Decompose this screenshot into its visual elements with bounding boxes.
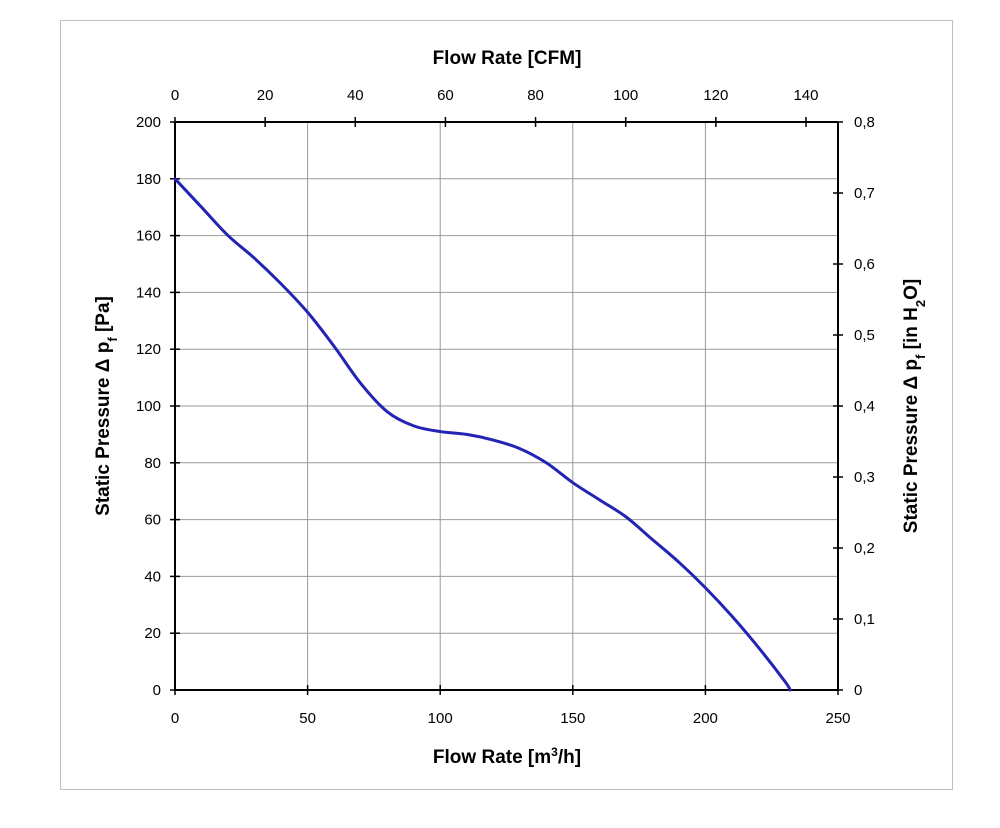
- x-tick-label: 200: [693, 710, 718, 727]
- axis-title-part: 2: [913, 300, 928, 307]
- x-axis-title: Flow Rate [m3/h]: [433, 745, 581, 768]
- y-tick-label: 140: [136, 284, 161, 301]
- y2-axis-title: Static Pressure Δ pf [in H2O]: [901, 279, 928, 533]
- axis-title-part: [Pa]: [93, 296, 114, 337]
- axis-title-part: Static Pressure Δ p: [901, 359, 922, 533]
- x2-tick-label: 100: [613, 87, 638, 104]
- y-tick-label: 200: [136, 114, 161, 131]
- axis-title-part: Flow Rate [m: [433, 747, 551, 768]
- x-tick-label: 50: [299, 710, 316, 727]
- y-tick-label: 40: [144, 568, 161, 585]
- x-tick-label: 0: [171, 710, 179, 727]
- x2-tick-label: 140: [793, 87, 818, 104]
- y2-tick-label: 0,1: [854, 611, 875, 628]
- x2-tick-label: 80: [527, 87, 544, 104]
- y-tick-label: 20: [144, 625, 161, 642]
- axis-title-part: 3: [551, 745, 558, 759]
- y2-tick-label: 0,7: [854, 185, 875, 202]
- y2-tick-label: 0,6: [854, 256, 875, 273]
- axis-title-part: O]: [901, 279, 922, 300]
- y2-tick-label: 0,3: [854, 469, 875, 486]
- axis-title-part: f: [105, 337, 120, 342]
- y2-tick-label: 0,2: [854, 540, 875, 557]
- x2-tick-label: 40: [347, 87, 364, 104]
- axis-title-part: /h]: [558, 747, 581, 768]
- y-tick-label: 0: [153, 682, 161, 699]
- y2-tick-label: 0,5: [854, 327, 875, 344]
- x2-tick-label: 120: [703, 87, 728, 104]
- y-tick-label: 80: [144, 455, 161, 472]
- x2-tick-label: 60: [437, 87, 454, 104]
- y-tick-label: 100: [136, 398, 161, 415]
- y-tick-label: 60: [144, 512, 161, 529]
- x2-axis-title: Flow Rate [CFM]: [433, 48, 582, 69]
- y-axis-title: Static Pressure Δ pf [Pa]: [93, 296, 120, 516]
- y-tick-label: 180: [136, 171, 161, 188]
- y2-tick-label: 0,4: [854, 398, 875, 415]
- axis-title-part: [in H: [901, 307, 922, 355]
- y-tick-label: 160: [136, 228, 161, 245]
- axis-title-part: f: [913, 354, 928, 359]
- y2-tick-label: 0,8: [854, 114, 875, 131]
- x2-tick-label: 0: [171, 87, 179, 104]
- series-line: [173, 177, 792, 692]
- axis-title-part: Static Pressure Δ p: [93, 342, 114, 516]
- y-tick-label: 120: [136, 341, 161, 358]
- series-layer: [173, 177, 792, 692]
- x-tick-label: 250: [825, 710, 850, 727]
- x2-tick-label: 20: [257, 87, 274, 104]
- y2-tick-label: 0: [854, 682, 862, 699]
- x-tick-label: 150: [560, 710, 585, 727]
- x-tick-label: 100: [428, 710, 453, 727]
- chart-frame: [60, 20, 953, 790]
- grid-lines: [174, 121, 839, 691]
